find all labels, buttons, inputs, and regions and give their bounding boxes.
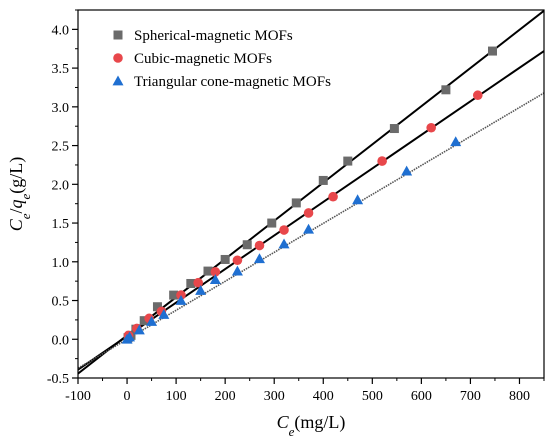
point-s2-15 [472, 90, 483, 101]
point-s1-11 [267, 218, 277, 228]
point-s2-6 [193, 277, 203, 288]
point-s2-10 [279, 225, 289, 235]
point-s1-10 [242, 240, 252, 250]
point-s3-11 [278, 238, 290, 249]
point-s3-5 [158, 308, 170, 319]
point-s1-5 [152, 302, 162, 312]
point-s2-14 [426, 122, 436, 133]
point-s3-10 [253, 253, 265, 264]
x-tick-label-1: -100 [65, 389, 91, 404]
y-tick-label-4: 1.0 [52, 256, 70, 271]
fit-line-1 [78, 10, 544, 375]
point-s2-13 [377, 156, 387, 166]
legend-label-2: Cubic-magnetic MOFs [134, 51, 272, 67]
point-s3-8 [209, 274, 221, 285]
x-tick-label-7: 500 [362, 389, 383, 404]
point-s1-4 [139, 316, 149, 326]
point-s1-13 [318, 175, 328, 185]
point-s3-3 [133, 324, 145, 335]
x-tick-label-2: 0 [124, 389, 131, 404]
legend-marker-2 [113, 53, 123, 63]
legend: Spherical-magnetic MOFs Cubic-magnetic MO… [112, 28, 331, 90]
x-tick-label-8: 600 [411, 389, 432, 404]
point-s3-13 [352, 194, 364, 205]
point-s3-15 [450, 136, 462, 147]
y-tick-label-5: 1.5 [52, 217, 70, 232]
point-s3-7 [195, 284, 207, 295]
x-tick-label-4: 200 [215, 389, 236, 404]
point-s3-6 [175, 295, 187, 305]
point-s1-8 [203, 266, 213, 276]
point-s1-7 [186, 278, 196, 288]
legend-marker-3 [112, 75, 124, 86]
point-s3-14 [401, 165, 413, 176]
y-tick-label-6: 2.0 [52, 178, 70, 193]
x-axis-label: Ce(mg/L) [277, 412, 346, 439]
y-tick-label-1: -0.5 [47, 372, 69, 387]
point-s1-6 [169, 290, 179, 300]
legend-label-3: Triangular cone-magnetic MOFs [134, 74, 331, 90]
axes [77, 9, 545, 379]
point-s1-17 [487, 46, 497, 56]
point-s2-7 [210, 267, 221, 277]
legend-marker-1 [113, 30, 123, 40]
point-s1-12 [291, 198, 301, 208]
point-s3-12 [303, 223, 315, 234]
y-tick-label-3: 0.5 [52, 295, 70, 310]
point-s2-11 [303, 208, 314, 218]
legend-label-1: Spherical-magnetic MOFs [134, 28, 293, 44]
point-s1-15 [389, 124, 399, 134]
y-tick-label-8: 3.0 [52, 101, 70, 116]
y-axis-label: Ce/qe(g/L) [6, 157, 33, 232]
point-s3-2 [124, 331, 136, 342]
point-s1-9 [220, 254, 230, 264]
x-tick-label-10: 800 [509, 389, 530, 404]
y-tick-label-7: 2.5 [52, 140, 70, 155]
x-tick-label-5: 300 [264, 389, 285, 404]
plot-frame [77, 9, 545, 379]
point-s1-16 [441, 85, 451, 95]
ticks: -100 0 100 200 300 400 500 600 700 800 -0.5 0.0 0.5 1… [47, 9, 545, 404]
point-s3-9 [231, 265, 243, 276]
point-s1-14 [343, 156, 353, 166]
x-tick-label-9: 700 [460, 389, 481, 404]
x-tick-label-6: 400 [313, 389, 334, 404]
point-s2-12 [328, 191, 338, 202]
point-s2-9 [254, 240, 265, 251]
y-tick-label-9: 3.5 [52, 62, 70, 77]
point-s2-8 [232, 255, 243, 266]
x-tick-label-3: 100 [166, 389, 187, 404]
data-points [121, 46, 497, 344]
point-s3-4 [146, 315, 158, 326]
y-tick-label-10: 4.0 [52, 23, 70, 38]
y-tick-label-2: 0.0 [52, 333, 70, 348]
